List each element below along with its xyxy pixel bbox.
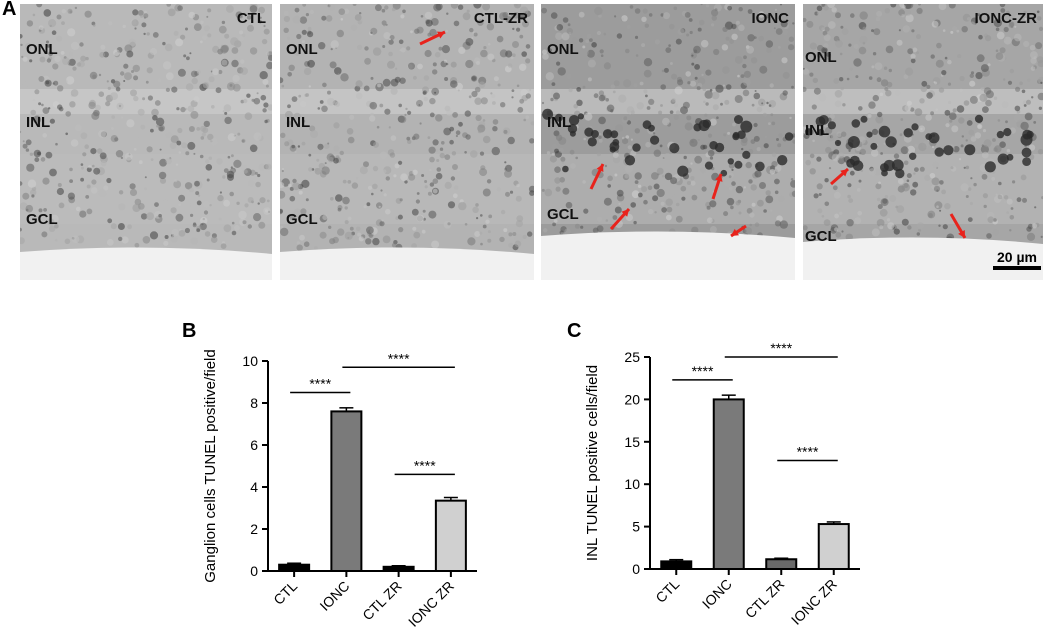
- micrograph-title: CTL: [237, 10, 266, 27]
- y-tick-label: 0: [632, 561, 640, 577]
- arrow-head: [840, 169, 848, 177]
- y-tick-label: 6: [250, 437, 258, 453]
- y-tick-label: 25: [624, 349, 640, 365]
- micrograph-ionc: IONC ONL INL GCL: [541, 4, 795, 280]
- layer-label-gcl: GCL: [547, 206, 579, 223]
- layer-label-inl: INL: [547, 114, 571, 131]
- arrow-head: [731, 228, 739, 236]
- scale-bar: [993, 266, 1041, 270]
- micrograph-ionc-zr: IONC-ZR ONL INL GCL 20 µm: [803, 4, 1043, 280]
- arrow-head: [958, 230, 965, 238]
- micrograph-image: CTL ONL INL GCL: [20, 4, 272, 280]
- x-tick-label: IONC: [699, 576, 735, 612]
- y-tick-label: 8: [250, 395, 258, 411]
- micrograph-title: CTL-ZR: [474, 10, 528, 27]
- significance-label: ****: [692, 363, 714, 379]
- x-tick-label: IONC: [316, 578, 352, 614]
- layer-label-onl: ONL: [547, 41, 579, 58]
- x-tick-label: CTL: [270, 578, 300, 608]
- layer-label-onl: ONL: [805, 49, 837, 66]
- layer-label-onl: ONL: [26, 41, 58, 58]
- chart-1: 0 2 4 6 8 10 Ganglion cells TUNEL positive/fie…: [202, 349, 477, 630]
- bar: [817, 523, 850, 571]
- y-axis-label: INL TUNEL positive cells/field: [584, 365, 601, 561]
- y-tick-label: 15: [624, 434, 640, 450]
- x-tick-label: CTL ZR: [359, 578, 405, 624]
- y-tick-label: 10: [624, 476, 640, 492]
- micrograph-title: IONC: [752, 10, 790, 27]
- y-axis-label: Ganglion cells TUNEL positive/field: [202, 349, 219, 582]
- arrow-head: [437, 31, 445, 39]
- bar: [330, 410, 363, 572]
- micrograph-ctl-zr: CTL-ZR ONL INL GCL: [280, 4, 534, 280]
- bar: [434, 499, 467, 572]
- layer-label-inl: INL: [26, 114, 50, 131]
- panel-label-a: A: [2, 0, 17, 20]
- layer-label-gcl: GCL: [286, 211, 318, 228]
- micrograph-image: CTL-ZR ONL INL GCL: [280, 4, 534, 280]
- bar: [660, 560, 693, 570]
- y-tick-label: 5: [632, 519, 640, 535]
- layer-label-gcl: GCL: [26, 211, 58, 228]
- arrow-head: [715, 174, 723, 182]
- x-tick-label: CTL ZR: [742, 576, 788, 622]
- significance-label: ****: [309, 376, 331, 392]
- bar-charts: 0 2 4 6 8 10 Ganglion cells TUNEL positive/fie…: [202, 340, 860, 630]
- bar: [765, 558, 798, 570]
- arrow-head: [596, 164, 604, 172]
- micrograph-ctl: CTL ONL INL GCL: [20, 4, 272, 280]
- micrograph-image: IONC ONL INL GCL: [541, 4, 795, 280]
- bar: [278, 563, 311, 573]
- scale-bar-label: 20 µm: [997, 249, 1037, 265]
- micrograph-image: IONC-ZR ONL INL GCL 20 µm: [803, 4, 1043, 280]
- layer-label-inl: INL: [286, 114, 310, 131]
- y-tick-label: 4: [250, 479, 258, 495]
- significance-label: ****: [388, 350, 410, 366]
- x-tick-label: IONC ZR: [405, 578, 457, 630]
- y-tick-label: 2: [250, 521, 258, 537]
- arrow-head: [621, 209, 629, 217]
- y-tick-label: 20: [624, 391, 640, 407]
- x-tick-label: CTL: [652, 576, 682, 606]
- layer-label-inl: INL: [805, 122, 829, 139]
- x-tick-label: IONC ZR: [788, 576, 840, 628]
- bar: [382, 565, 415, 572]
- y-tick-label: 10: [242, 353, 258, 369]
- bar: [712, 398, 745, 570]
- panel-label-b: B: [182, 320, 197, 342]
- significance-label: ****: [770, 340, 792, 356]
- significance-label: ****: [414, 457, 436, 473]
- y-tick-label: 0: [250, 563, 258, 579]
- panel-label-c: C: [567, 320, 582, 342]
- chart-2: 0 5 10 15 20 25 INL TUNEL positive cells/field…: [584, 340, 860, 628]
- significance-label: ****: [797, 443, 819, 459]
- layer-label-onl: ONL: [286, 41, 318, 58]
- layer-label-gcl: GCL: [805, 228, 837, 245]
- micrograph-title: IONC-ZR: [975, 10, 1038, 27]
